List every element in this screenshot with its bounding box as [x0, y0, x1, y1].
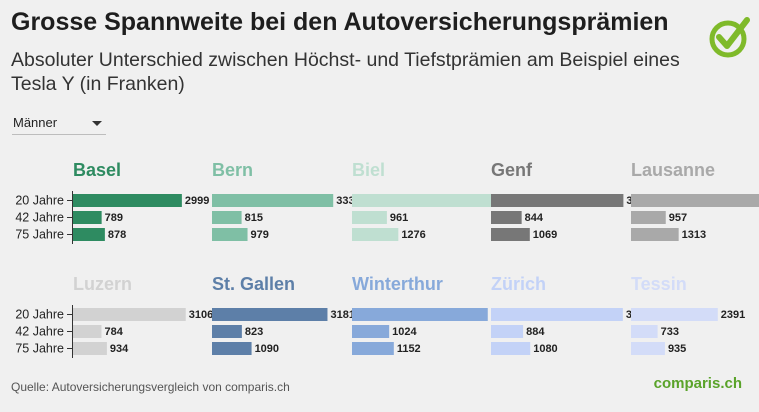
data-label: 957 [669, 212, 687, 224]
data-label: 815 [245, 212, 263, 224]
data-label: 1090 [255, 343, 279, 355]
caret-down-icon [92, 121, 102, 126]
comparis-logo: comparis.ch [653, 375, 742, 392]
data-label: 3106 [189, 309, 213, 321]
bar-bern-20-jahre [212, 194, 334, 207]
bar-tessin-75-jahre [631, 342, 665, 355]
data-label: 979 [251, 229, 269, 241]
data-label: 1152 [397, 343, 421, 355]
data-label: 1313 [682, 229, 706, 241]
panel-title-bern: Bern [212, 160, 253, 180]
gender-dropdown[interactable]: Männer [12, 112, 106, 135]
data-label: 784 [104, 326, 123, 338]
panel-title-biel: Biel [352, 160, 385, 180]
panel-title-luzern: Luzern [73, 274, 132, 294]
category-label: 42 Jahre [15, 325, 64, 339]
bar-lausanne-42-jahre [631, 211, 666, 224]
bar-biel-20-jahre [352, 194, 494, 207]
bar-tessin-42-jahre [631, 325, 658, 338]
data-label: 1069 [533, 229, 557, 241]
bar-winterthur-20-jahre [352, 308, 488, 321]
checkmark-circle-icon [709, 17, 750, 58]
page-subtitle: Absoluter Unterschied zwischen Höchst- u… [11, 49, 680, 95]
bar-st-gallen-42-jahre [212, 325, 242, 338]
dropdown-selected-value: Männer [13, 115, 58, 130]
bar-tessin-20-jahre [631, 308, 718, 321]
bar-luzern-20-jahre [73, 308, 186, 321]
bar-genf-20-jahre [491, 194, 624, 207]
data-label: 2391 [721, 309, 745, 321]
bar-z-rich-42-jahre [491, 325, 524, 338]
panel-title-z-rich: Zürich [491, 274, 546, 294]
data-label: 935 [668, 343, 686, 355]
panel-title-genf: Genf [491, 160, 533, 180]
data-label: 878 [108, 229, 126, 241]
category-label: 75 Jahre [15, 228, 64, 242]
source-note: Quelle: Autoversicherungsvergleich von c… [11, 380, 290, 394]
data-label: 733 [661, 326, 679, 338]
bar-lausanne-20-jahre [631, 194, 759, 207]
bar-genf-42-jahre [491, 211, 522, 224]
data-label: 789 [105, 212, 123, 224]
category-label: 75 Jahre [15, 342, 64, 356]
data-label: 1080 [533, 343, 557, 355]
bar-winterthur-75-jahre [352, 342, 394, 355]
category-label: 20 Jahre [15, 194, 64, 208]
data-label: 3181 [330, 309, 354, 321]
data-label: 934 [110, 343, 129, 355]
bar-st-gallen-75-jahre [212, 342, 252, 355]
data-label: 2999 [185, 195, 209, 207]
bar-bern-75-jahre [212, 228, 248, 241]
data-label: 1276 [401, 229, 425, 241]
bar-basel-42-jahre [73, 211, 102, 224]
bar-basel-20-jahre [73, 194, 182, 207]
category-label: 20 Jahre [15, 308, 64, 322]
panel-title-winterthur: Winterthur [352, 274, 443, 294]
panel-title-lausanne: Lausanne [631, 160, 715, 180]
bar-genf-75-jahre [491, 228, 530, 241]
bar-biel-75-jahre [352, 228, 399, 241]
panel-title-tessin: Tessin [631, 274, 687, 294]
bar-biel-42-jahre [352, 211, 387, 224]
data-label: 961 [390, 212, 408, 224]
data-label: 823 [245, 326, 263, 338]
bar-luzern-75-jahre [73, 342, 107, 355]
panel-title-basel: Basel [73, 160, 121, 180]
bar-st-gallen-20-jahre [212, 308, 328, 321]
bar-z-rich-75-jahre [491, 342, 531, 355]
bar-winterthur-42-jahre [352, 325, 390, 338]
category-label: 42 Jahre [15, 211, 64, 225]
data-label: 844 [525, 212, 544, 224]
data-label: 884 [526, 326, 545, 338]
bar-lausanne-75-jahre [631, 228, 679, 241]
bar-bern-42-jahre [212, 211, 242, 224]
bar-luzern-42-jahre [73, 325, 102, 338]
data-label: 1024 [392, 326, 417, 338]
bar-z-rich-20-jahre [491, 308, 623, 321]
panel-title-st-gallen: St. Gallen [212, 274, 295, 294]
bar-basel-75-jahre [73, 228, 105, 241]
page-title: Grosse Spannweite bei den Autoversicheru… [11, 8, 669, 36]
